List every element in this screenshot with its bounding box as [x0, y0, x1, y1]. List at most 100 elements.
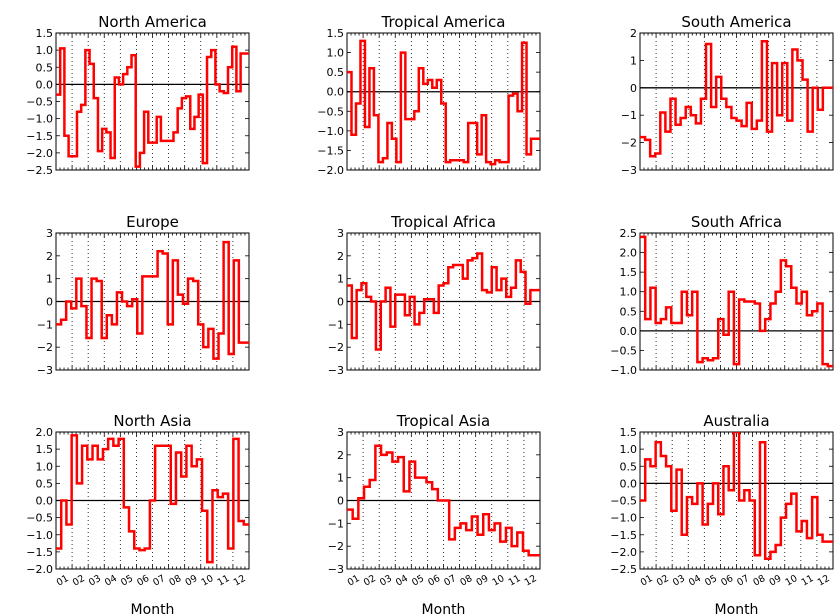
x-tick-label: 04 — [103, 573, 119, 589]
x-tick-label: 06 — [135, 573, 151, 589]
x-tick-label: 09 — [474, 573, 490, 589]
y-tick-label: −1.5 — [610, 529, 637, 542]
y-tick-label: −2.5 — [26, 164, 53, 177]
y-tick-label: −2 — [37, 341, 53, 354]
x-tick-label: 06 — [426, 573, 442, 589]
panel-title: Tropical America — [381, 13, 506, 31]
y-tick-label: 0.0 — [620, 325, 638, 338]
panel-title: North Asia — [113, 412, 191, 430]
y-tick-label: 2.5 — [620, 227, 638, 240]
y-tick-label: 0.0 — [327, 86, 345, 99]
series-line — [347, 39, 540, 166]
panel-3: 3 2 1 0 −1 −2 −3 Europe — [37, 213, 250, 377]
y-tick-label: 0 — [630, 82, 637, 95]
panel-title: North America — [98, 13, 207, 31]
x-tick-label: 08 — [458, 573, 474, 589]
x-tick-label: 12 — [523, 573, 539, 589]
y-tick-label: −2.0 — [26, 563, 53, 576]
y-tick-label: 2 — [630, 27, 637, 40]
y-tick-label: −2 — [328, 540, 344, 553]
x-tick-label: 09 — [183, 573, 199, 589]
panel-title: Tropical Asia — [396, 412, 490, 430]
y-tick-label: 1 — [337, 472, 344, 485]
panel-title: South Africa — [691, 213, 782, 231]
y-tick-label: −1 — [328, 517, 344, 530]
y-tick-label: −0.5 — [317, 105, 344, 118]
y-tick-label: 0 — [46, 296, 53, 309]
y-tick-label: 0.5 — [620, 305, 638, 318]
x-tick-label: 11 — [507, 573, 523, 589]
panel-1: 1.5 1.0 0.5 0.0 −0.5 −1.0 −1.5 −2.0 Tropical Ame… — [317, 13, 541, 177]
panel-title: Australia — [703, 412, 769, 430]
y-tick-label: −0.5 — [26, 96, 53, 109]
x-tick-label: 02 — [362, 573, 378, 589]
y-tick-label: −2.0 — [26, 147, 53, 160]
x-tick-label: 04 — [687, 573, 703, 589]
x-tick-label: 01 — [639, 573, 655, 589]
y-tick-label: 1.5 — [36, 27, 54, 40]
panel-0: 1.5 1.0 0.5 0.0 −0.5 −1.0 −1.5 −2.0 −2.5 North Am… — [26, 13, 250, 177]
series-line — [347, 252, 540, 351]
y-tick-label: 3 — [337, 227, 344, 240]
y-tick-label: −3 — [328, 364, 344, 377]
y-tick-label: −1.0 — [26, 529, 53, 542]
y-tick-label: 1.0 — [36, 44, 54, 57]
y-tick-label: −2.5 — [610, 563, 637, 576]
y-tick-label: 1 — [337, 273, 344, 286]
panel-title: Europe — [126, 213, 179, 231]
y-tick-label: −2 — [621, 137, 637, 150]
y-tick-label: 2.0 — [36, 426, 54, 439]
series-line — [56, 45, 249, 168]
y-tick-label: 0.5 — [36, 61, 54, 74]
y-tick-label: 3 — [46, 227, 53, 240]
x-tick-label: 01 — [55, 573, 71, 589]
x-axis-label: Month — [422, 602, 466, 616]
y-tick-label: −1.0 — [317, 125, 344, 138]
y-tick-label: 2 — [337, 449, 344, 462]
series-line — [640, 39, 833, 158]
y-tick-label: 1 — [630, 54, 637, 67]
series-line — [640, 235, 833, 368]
panel-8: 1.5 1.0 0.5 0.0 −0.5 −1.0 −1.5 −2.0 −2.5 Australi… — [610, 412, 834, 616]
y-tick-label: −1.0 — [610, 512, 637, 525]
series-line — [347, 444, 540, 557]
y-tick-label: −3 — [621, 164, 637, 177]
x-tick-label: 03 — [671, 573, 687, 589]
y-tick-label: 1.0 — [36, 460, 54, 473]
y-tick-label: −1 — [328, 318, 344, 331]
y-tick-label: −1.0 — [26, 113, 53, 126]
panel-title: Tropical Africa — [390, 213, 496, 231]
y-tick-label: −2 — [328, 341, 344, 354]
x-tick-label: 10 — [200, 573, 216, 589]
y-tick-label: 3 — [337, 426, 344, 439]
y-tick-label: −0.5 — [610, 344, 637, 357]
x-axis-label: Month — [131, 602, 175, 616]
y-tick-label: 1 — [46, 273, 53, 286]
y-tick-label: −1.5 — [317, 144, 344, 157]
series-line — [56, 434, 249, 564]
x-tick-label: 08 — [751, 573, 767, 589]
x-tick-label: 03 — [87, 573, 103, 589]
y-tick-label: 0.0 — [36, 495, 54, 508]
x-tick-label: 07 — [151, 573, 167, 589]
x-tick-label: 02 — [71, 573, 87, 589]
y-tick-label: 0 — [337, 296, 344, 309]
x-tick-label: 02 — [655, 573, 671, 589]
y-tick-label: −1.5 — [26, 546, 53, 559]
series-line — [640, 432, 833, 560]
x-axis-label: Month — [715, 602, 759, 616]
y-tick-label: 0.0 — [36, 78, 54, 91]
x-tick-label: 04 — [394, 573, 410, 589]
x-tick-label: 10 — [784, 573, 800, 589]
panel-6: 2.0 1.5 1.0 0.5 0.0 −0.5 −1.0 −1.5 −2.0 North Asi… — [26, 412, 250, 616]
y-tick-label: −2.0 — [317, 164, 344, 177]
y-tick-label: 2.0 — [620, 247, 638, 260]
x-tick-label: 03 — [378, 573, 394, 589]
y-tick-label: 1.0 — [620, 286, 638, 299]
x-tick-label: 05 — [119, 573, 135, 589]
x-tick-label: 06 — [719, 573, 735, 589]
x-tick-label: 11 — [216, 573, 232, 589]
y-tick-label: 2 — [337, 250, 344, 263]
x-tick-label: 08 — [167, 573, 183, 589]
